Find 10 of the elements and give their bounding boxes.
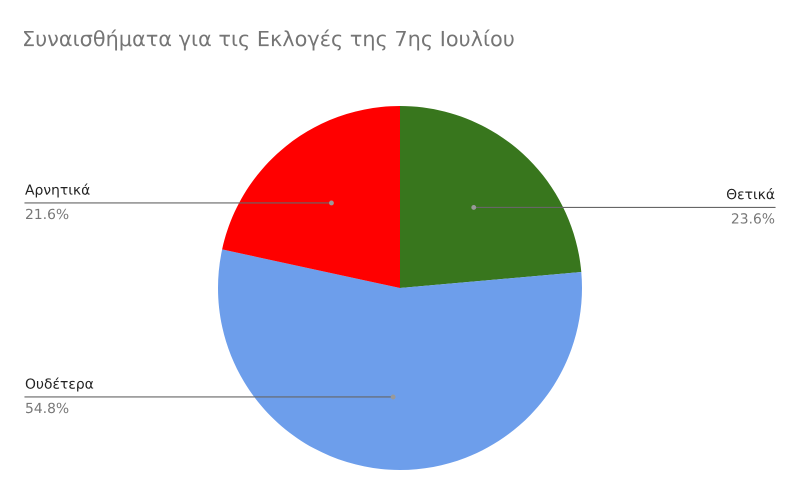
chart-title: Συναισθήματα για τις Εκλογές της 7ης Ιουλίου (24, 29, 514, 51)
pie-slice (222, 106, 400, 288)
slice-label: Αρνητικά (25, 184, 90, 198)
data-label: 23.6% (732, 213, 774, 224)
pie-slice (218, 249, 582, 470)
pie-slice (400, 106, 582, 288)
slice-label: Ουδέτερα (26, 378, 94, 392)
data-label: 21.6% (26, 208, 68, 220)
data-label: 54.8% (26, 402, 68, 414)
slice-label: Θετικά (726, 188, 774, 200)
